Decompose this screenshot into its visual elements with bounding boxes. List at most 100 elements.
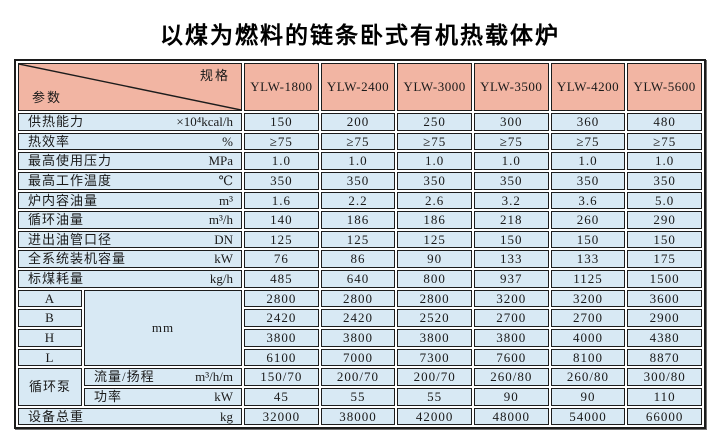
param-cell: 最高使用压力 MPa [18, 152, 242, 170]
param-label: 进出油管口径 [28, 231, 113, 247]
value-cell: 250 [397, 113, 472, 131]
table-row: 供热能力 ×10⁴kcal/h 150 200 250 300 360 480 [18, 113, 702, 131]
value-cell: 350 [550, 171, 626, 190]
unit-label: % [222, 133, 233, 149]
value-cell: 42000 [397, 407, 472, 426]
value-cell: 133 [473, 250, 549, 269]
value-cell: 218 [473, 211, 549, 229]
value-cell: ≥75 [550, 132, 626, 151]
value-cell: 800 [397, 270, 472, 288]
value-cell: 38000 [320, 407, 396, 426]
value-cell: 3200 [550, 289, 626, 308]
value-cell: 2420 [244, 309, 319, 328]
param-label: 热效率 [28, 133, 71, 149]
value-cell: 2900 [627, 309, 702, 328]
value-cell: 260/80 [550, 368, 626, 386]
param-cell-content: 功率 kW [85, 390, 241, 404]
value-cell: 7000 [320, 348, 396, 367]
table-row: 炉内容油量 m³ 1.6 2.2 2.6 3.2 3.6 5.0 [18, 191, 702, 210]
corner-spec-label: 规格 [199, 68, 230, 83]
unit-label: DN [214, 231, 233, 247]
param-label: 最高工作温度 [28, 172, 113, 188]
page-title: 以煤为燃料的链条卧式有机热载体炉 [160, 22, 560, 48]
table-row: 循环泵 流量/扬程 m³/h/m 150/70 200/70 200/70 260/80 26… [18, 368, 702, 406]
value-cell: 32000 [244, 407, 319, 426]
value-cell: 2800 [320, 289, 396, 308]
value-cell: 186 [320, 211, 396, 229]
value-cell: 480 [627, 113, 702, 131]
value-cell: 6100 [244, 348, 319, 367]
param-cell: 循环油量 m³/h [18, 211, 242, 229]
unit-label: kW [214, 388, 233, 404]
value-cell: 125 [244, 230, 319, 249]
value-cell: ≥75 [473, 132, 549, 151]
table-row: 功率 kW 45 55 55 90 90 110 [18, 387, 702, 406]
value-cell: 350 [473, 171, 549, 190]
param-cell-content: 炉内容油量 m³ [19, 193, 241, 208]
param-cell: 进出油管口径 DN [18, 230, 242, 249]
param-cell: 供热能力 ×10⁴kcal/h [18, 113, 242, 131]
dimension-letter-cell: A [18, 289, 82, 308]
value-cell: 200 [320, 113, 396, 131]
value-cell: 1.6 [244, 191, 319, 210]
value-cell: ≥75 [320, 132, 396, 151]
unit-label: kg [220, 408, 233, 424]
table-body: 供热能力 ×10⁴kcal/h 150 200 250 300 360 480 热效率% ≥75 ≥… [18, 113, 702, 426]
param-cell: 炉内容油量 m³ [18, 191, 242, 210]
value-cell: 3800 [473, 329, 549, 347]
param-cell-content: 全系统装机容量 kW [19, 252, 241, 266]
param-label: 功率 [94, 388, 123, 404]
value-cell: 3.6 [550, 191, 626, 210]
value-cell: 3600 [627, 289, 702, 308]
table-row: 最高使用压力 MPa 1.0 1.0 1.0 1.0 1.0 1.0 [18, 152, 702, 170]
param-label: 供热能力 [28, 114, 85, 129]
param-cell: 热效率% [18, 132, 242, 151]
value-cell: 2700 [473, 309, 549, 328]
value-cell: 7600 [473, 348, 549, 367]
value-cell: 3800 [320, 329, 396, 347]
value-cell: 4000 [550, 329, 626, 347]
param-cell: 功率 kW [84, 387, 242, 406]
unit-label: kW [214, 251, 233, 267]
value-cell: 1500 [627, 270, 702, 288]
value-cell: 110 [627, 387, 702, 406]
value-cell: 300/80 [627, 368, 702, 386]
table-row: 循环油量 m³/h 140 186 186 218 260 290 [18, 211, 702, 229]
value-cell: 90 [550, 387, 626, 406]
value-cell: 1.0 [627, 152, 702, 170]
value-cell: 2420 [320, 309, 396, 328]
value-cell: 86 [320, 250, 396, 269]
value-cell: 186 [397, 211, 472, 229]
header-row: 规格 参数 YLW-1800 YLW-2400 YLW-3000 YLW-3500 YL… [18, 63, 702, 111]
value-cell: 2800 [397, 289, 472, 308]
table-row: 进出油管口径 DN 125 125 125 150 150 150 [18, 230, 702, 249]
value-cell: 3800 [397, 329, 472, 347]
value-cell: 260/80 [473, 368, 549, 386]
value-cell: 45 [244, 387, 319, 406]
spec-table: 规格 参数 YLW-1800 YLW-2400 YLW-3000 YLW-3500 YL… [14, 59, 706, 430]
value-cell: 150 [550, 230, 626, 249]
value-cell: 2520 [397, 309, 472, 328]
merged-unit-cell: mm [84, 289, 242, 367]
model-header: YLW-4200 [550, 63, 626, 111]
value-cell: 200/70 [320, 368, 396, 386]
value-cell: 76 [244, 250, 319, 269]
value-cell: 140 [244, 211, 319, 229]
value-cell: 300 [473, 113, 549, 131]
value-cell: 66000 [627, 407, 702, 426]
value-cell: 350 [627, 171, 702, 190]
value-cell: 290 [627, 211, 702, 229]
dimension-letter-cell: H [18, 329, 82, 347]
table-row: 设备总重 kg 32000 38000 42000 48000 54000 66000 [18, 407, 702, 426]
value-cell: 48000 [473, 407, 549, 426]
param-cell-content: 循环油量 m³/h [19, 213, 241, 227]
page: 以煤为燃料的链条卧式有机热载体炉 规格 参数 YLW-1800 YLW-2400 Y… [0, 16, 720, 430]
param-cell-content: 设备总重 kg [19, 408, 241, 424]
value-cell: ≥75 [244, 132, 319, 151]
value-cell: 1.0 [550, 152, 626, 170]
value-cell: 55 [320, 387, 396, 406]
param-cell-content: 流量/扬程 m³/h/m [85, 370, 241, 384]
value-cell: 125 [397, 230, 472, 249]
dimension-letter-cell: L [18, 348, 82, 367]
value-cell: 54000 [550, 407, 626, 426]
